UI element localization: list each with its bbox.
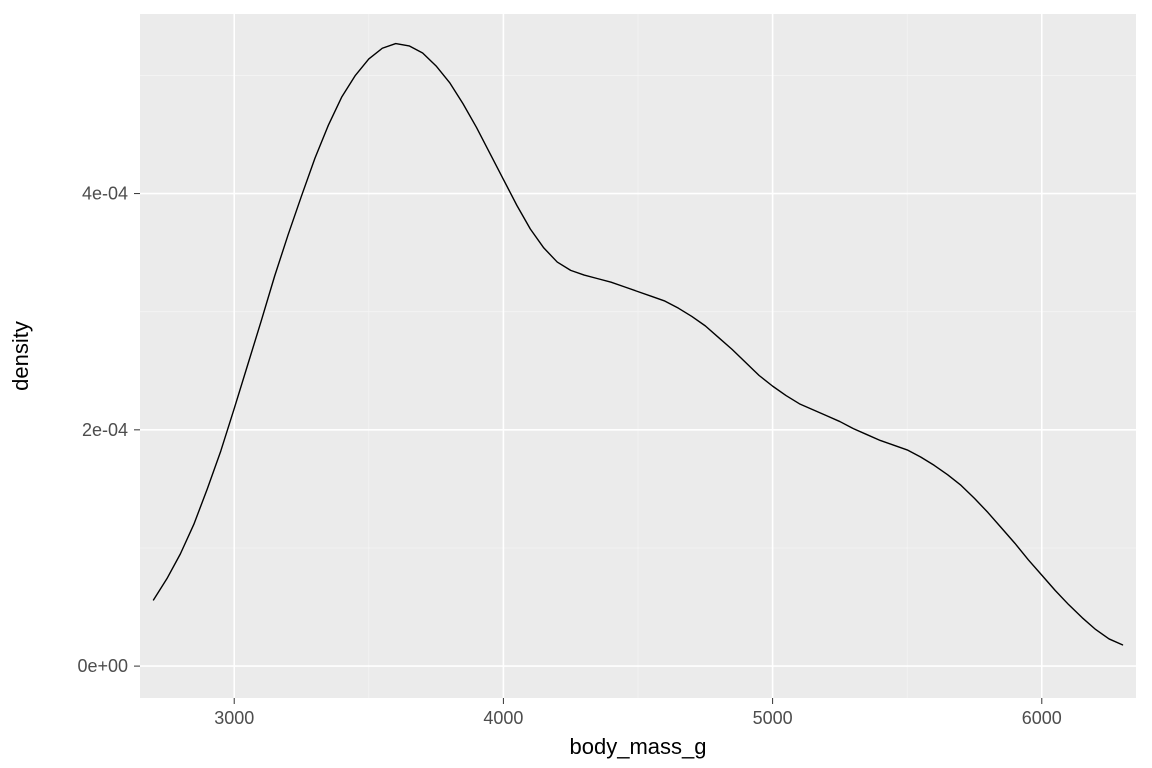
y-tick-label: 4e-04 xyxy=(82,184,128,204)
density-chart: 3000 4000 5000 6000 0e+00 2e-04 4e-04 body_mass… xyxy=(0,0,1152,768)
x-axis-title: body_mass_g xyxy=(570,734,707,759)
x-tick-label: 6000 xyxy=(1022,708,1062,728)
x-tick-label: 3000 xyxy=(214,708,254,728)
y-tick-label: 2e-04 xyxy=(82,420,128,440)
y-axis-title: density xyxy=(8,321,33,391)
x-tick-label: 4000 xyxy=(483,708,523,728)
y-tick-label: 0e+00 xyxy=(77,656,128,676)
x-tick-label: 5000 xyxy=(753,708,793,728)
chart-svg: 3000 4000 5000 6000 0e+00 2e-04 4e-04 body_mass… xyxy=(0,0,1152,768)
